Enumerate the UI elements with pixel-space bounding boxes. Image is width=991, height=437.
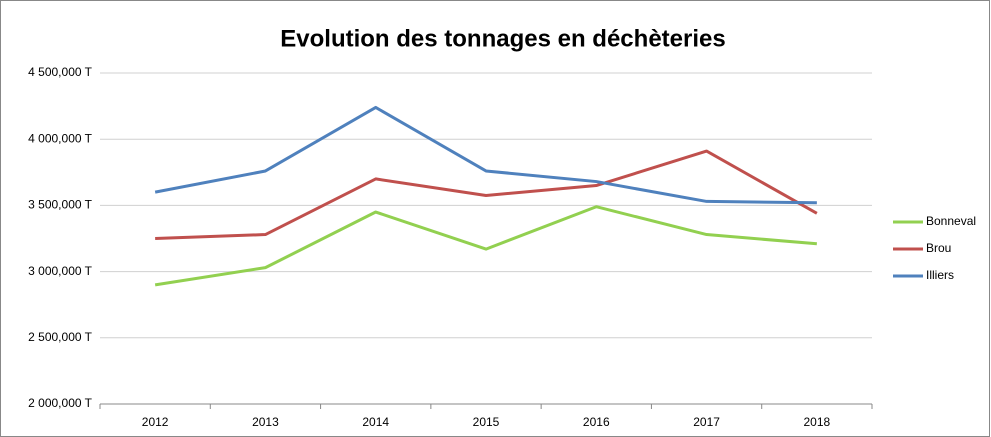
y-tick-label: 3 000,000 T <box>28 264 93 278</box>
y-tick-label: 4 500,000 T <box>28 65 93 79</box>
y-tick-label: 4 000,000 T <box>28 131 93 145</box>
series-line <box>154 105 817 205</box>
x-tick-label: 2015 <box>473 415 500 429</box>
series-line <box>155 149 818 240</box>
legend-label: Bonneval <box>926 214 976 228</box>
x-tick-label: 2018 <box>804 415 831 429</box>
x-tick-label: 2012 <box>142 415 169 429</box>
chart-title: Evolution des tonnages en déchèteries <box>280 25 725 52</box>
y-tick-label: 2 000,000 T <box>28 396 93 410</box>
x-tick-label: 2017 <box>693 415 720 429</box>
x-tick-label: 2014 <box>362 415 389 429</box>
series-line <box>154 205 817 287</box>
legend-label: Brou <box>926 241 951 255</box>
x-tick-label: 2013 <box>252 415 279 429</box>
x-tick-label: 2016 <box>583 415 610 429</box>
y-tick-label: 2 500,000 T <box>28 330 93 344</box>
y-tick-label: 3 500,000 T <box>28 198 93 212</box>
legend-label: Illiers <box>926 268 954 282</box>
